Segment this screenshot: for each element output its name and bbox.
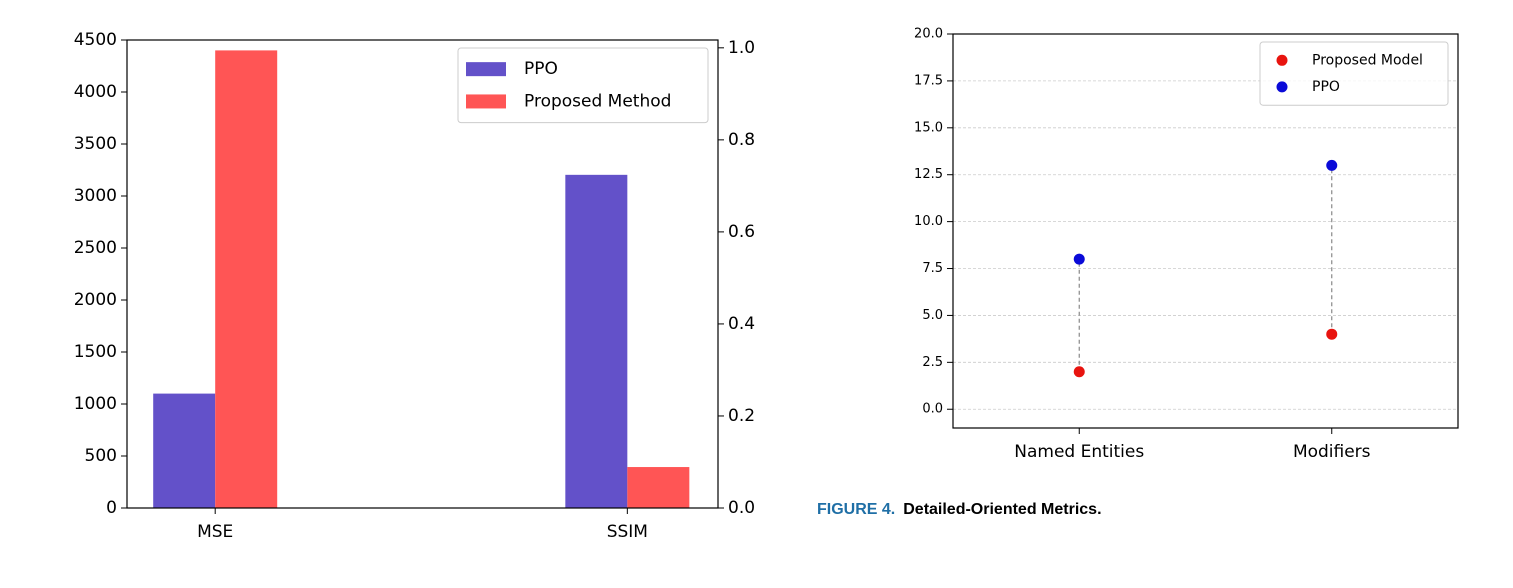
y-tick-label: 17.5 (914, 73, 943, 88)
legend-box (457, 47, 709, 124)
x-tick-label: Modifiers (1293, 442, 1371, 462)
y-tick-label: 2500 (74, 238, 117, 258)
y-tick-label: 2.5 (922, 355, 943, 370)
dot (1073, 366, 1085, 378)
y2-tick-label: 1.0 (728, 38, 755, 58)
legend-swatch (466, 94, 506, 109)
plot-frame (952, 33, 1459, 429)
dot (1073, 253, 1085, 265)
y2-tick-label: 0.6 (728, 222, 755, 242)
y-tick-label: 0 (106, 498, 117, 518)
y-tick-label: 20.0 (914, 27, 943, 42)
dot (1326, 159, 1338, 171)
y-tick-label: 7.5 (922, 261, 943, 276)
legend-marker (1276, 81, 1288, 93)
dot (1326, 328, 1338, 340)
y2-tick-label: 0.0 (728, 498, 755, 518)
y-tick-label: 1000 (74, 394, 117, 414)
legend-label: Proposed Method (524, 91, 671, 111)
y2-tick-label: 0.2 (728, 406, 755, 426)
y-tick-label: 15.0 (914, 120, 943, 135)
legend-marker (1276, 54, 1288, 66)
legend-label: PPO (524, 59, 558, 79)
caption-label: FIGURE 4. (817, 501, 895, 518)
legend-label: Proposed Model (1312, 52, 1423, 68)
y-tick-label: 3000 (74, 186, 117, 206)
y-tick-label: 0.0 (922, 402, 943, 417)
x-tick-label: SSIM (607, 522, 648, 542)
y-tick-label: 1500 (74, 342, 117, 362)
y-tick-label: 2000 (74, 290, 117, 310)
legend-box (1259, 41, 1449, 106)
y-tick-label: 5.0 (922, 308, 943, 323)
bar (215, 50, 278, 509)
legend-label: PPO (1312, 79, 1340, 95)
bar (565, 174, 628, 509)
x-tick-label: Named Entities (1014, 442, 1144, 462)
caption-text: Detailed-Oriented Metrics. (903, 501, 1101, 518)
y-tick-label: 500 (85, 446, 117, 466)
y-tick-label: 4000 (74, 82, 117, 102)
plot-frame (126, 39, 719, 509)
y-tick-label: 10.0 (914, 214, 943, 229)
y-tick-label: 4500 (74, 30, 117, 50)
y-tick-label: 3500 (74, 134, 117, 154)
y2-tick-label: 0.4 (728, 314, 755, 334)
bar (153, 393, 216, 508)
y-tick-label: 12.5 (914, 167, 943, 182)
caption: FIGURE 4. Detailed-Oriented Metrics. (817, 501, 1102, 518)
x-tick-label: MSE (197, 522, 233, 542)
y2-tick-label: 0.8 (728, 130, 755, 150)
bar (627, 467, 690, 508)
legend-swatch (466, 62, 506, 77)
